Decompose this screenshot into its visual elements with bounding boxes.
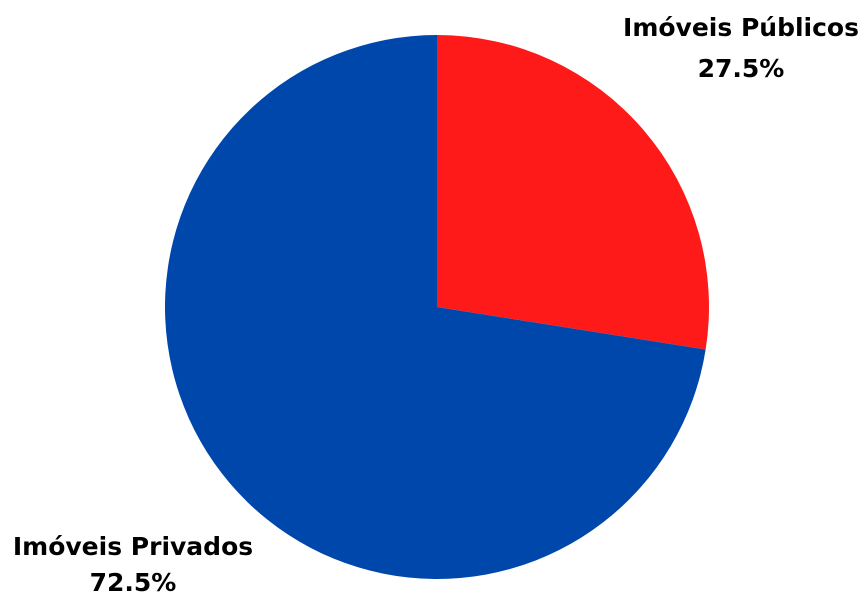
slice-label-privados: Imóveis Privados [13, 532, 253, 561]
pie-slices [164, 34, 709, 579]
slice-value-privados: 72.5% [90, 568, 177, 594]
slice-label-publicos: Imóveis Públicos [623, 13, 859, 42]
slice-value-publicos: 27.5% [698, 54, 785, 83]
pie-slice-publicos [437, 35, 709, 350]
pie-slice-privados [164, 34, 706, 579]
